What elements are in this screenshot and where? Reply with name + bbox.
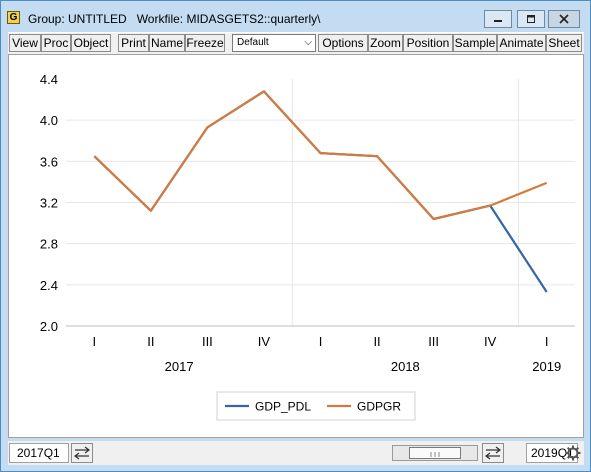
maximize-icon <box>527 15 535 23</box>
sample-end-swap-button[interactable] <box>482 443 504 463</box>
view-button[interactable]: View <box>9 34 41 52</box>
y-tick-label: 3.6 <box>40 154 58 169</box>
sheet-button[interactable]: Sheet <box>546 34 582 52</box>
x-tick-label: I <box>319 334 323 349</box>
maximize-button[interactable] <box>517 10 545 28</box>
legend-label: GDP_PDL <box>255 400 311 414</box>
print-button[interactable]: Print <box>118 34 149 52</box>
animate-button[interactable]: Animate <box>497 34 546 52</box>
chart-area[interactable]: 4.4 4.0 3.6 3.2 2.8 2.4 2.0 I II III IV I II III IV I 20… <box>8 54 584 438</box>
name-button[interactable]: Name <box>149 34 185 52</box>
y-tick-label: 2.4 <box>40 278 58 293</box>
freeze-button[interactable]: Freeze <box>185 34 225 52</box>
close-button[interactable] <box>548 10 580 28</box>
gear-icon[interactable] <box>564 443 582 463</box>
group-icon: G <box>7 11 20 24</box>
proc-button[interactable]: Proc <box>41 34 71 52</box>
minimize-button[interactable] <box>484 10 512 28</box>
window-title: Group: UNTITLED Workfile: MIDASGETS2::qu… <box>28 12 321 26</box>
y-tick-label: 2.0 <box>40 319 58 334</box>
object-button[interactable]: Object <box>71 34 111 52</box>
x-tick-label: IV <box>484 334 497 349</box>
swap-arrows-icon <box>485 446 501 460</box>
sample-button[interactable]: Sample <box>453 34 497 52</box>
x-tick-label: III <box>428 334 439 349</box>
title-bar[interactable]: G Group: UNTITLED Workfile: MIDASGETS2::… <box>1 1 590 31</box>
grip-icon <box>430 452 440 457</box>
x-tick-label: II <box>147 334 154 349</box>
x-tick-label: IV <box>258 334 271 349</box>
x-tick-label: II <box>373 334 380 349</box>
year-label: 2018 <box>391 359 420 374</box>
sample-slider[interactable] <box>392 445 478 461</box>
year-label: 2019 <box>532 359 561 374</box>
sample-status-bar: 2017Q1 2019Q1 <box>8 441 584 465</box>
x-tick-label: I <box>92 334 96 349</box>
options-button[interactable]: Options <box>318 34 368 52</box>
minimize-icon <box>494 20 502 22</box>
legend-label: GDPGR <box>357 400 401 414</box>
sample-start-swap-button[interactable] <box>71 443 93 463</box>
y-tick-label: 4.0 <box>40 113 58 128</box>
y-tick-label: 3.2 <box>40 196 58 211</box>
x-tick-label: III <box>202 334 213 349</box>
sample-end[interactable]: 2019Q1 <box>526 443 578 463</box>
series-line-gdp_pdl <box>93 90 548 293</box>
sample-start[interactable]: 2017Q1 <box>9 443 69 463</box>
y-tick-label: 4.4 <box>40 72 58 87</box>
x-tick-label: I <box>545 334 549 349</box>
position-button[interactable]: Position <box>403 34 453 52</box>
sample-slider-thumb[interactable] <box>409 447 461 459</box>
template-select-value: Default <box>237 37 269 48</box>
line-chart: 4.44.03.63.22.82.42.0I II III IV I II III IV I20… <box>40 72 575 421</box>
series-line-gdpgr <box>93 90 548 221</box>
close-icon <box>559 14 569 24</box>
zoom-button[interactable]: Zoom <box>368 34 403 52</box>
toolbar: View Proc Object Print Name Freeze Defau… <box>8 32 584 56</box>
legend-box <box>216 391 416 421</box>
chevron-down-icon: ⌵ <box>304 37 312 48</box>
swap-arrows-icon <box>74 446 90 460</box>
year-label: 2017 <box>165 359 194 374</box>
template-select[interactable]: Default ⌵ <box>232 34 316 52</box>
y-tick-label: 2.8 <box>40 237 58 252</box>
